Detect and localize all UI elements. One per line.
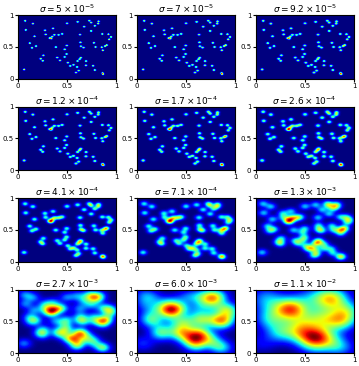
Title: $\sigma = 1.2 \times 10^{-4}$: $\sigma = 1.2 \times 10^{-4}$ xyxy=(35,94,99,107)
Title: $\sigma = 1.7 \times 10^{-4}$: $\sigma = 1.7 \times 10^{-4}$ xyxy=(154,94,218,107)
Title: $\sigma = 1.1 \times 10^{-2}$: $\sigma = 1.1 \times 10^{-2}$ xyxy=(272,277,337,290)
Title: $\sigma = 6.0 \times 10^{-3}$: $\sigma = 6.0 \times 10^{-3}$ xyxy=(154,277,218,290)
Title: $\sigma = 9.2 \times 10^{-5}$: $\sigma = 9.2 \times 10^{-5}$ xyxy=(273,3,337,15)
Title: $\sigma = 5 \times 10^{-5}$: $\sigma = 5 \times 10^{-5}$ xyxy=(39,3,95,15)
Title: $\sigma = 2.6 \times 10^{-4}$: $\sigma = 2.6 \times 10^{-4}$ xyxy=(272,94,337,107)
Title: $\sigma = 2.7 \times 10^{-3}$: $\sigma = 2.7 \times 10^{-3}$ xyxy=(36,277,99,290)
Title: $\sigma = 7.1 \times 10^{-4}$: $\sigma = 7.1 \times 10^{-4}$ xyxy=(154,186,218,198)
Title: $\sigma = 1.3 \times 10^{-3}$: $\sigma = 1.3 \times 10^{-3}$ xyxy=(272,186,337,198)
Title: $\sigma = 4.1 \times 10^{-4}$: $\sigma = 4.1 \times 10^{-4}$ xyxy=(35,186,99,198)
Title: $\sigma = 7 \times 10^{-5}$: $\sigma = 7 \times 10^{-5}$ xyxy=(158,3,214,15)
